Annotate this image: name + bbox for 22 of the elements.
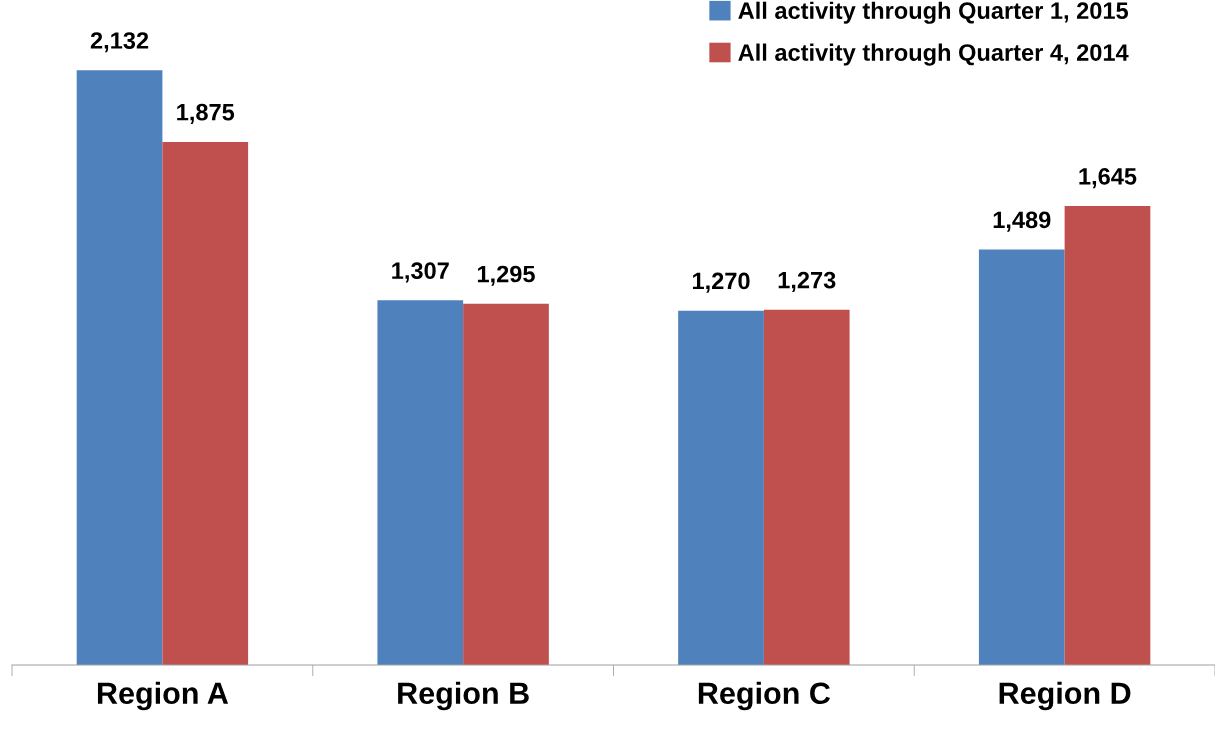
bar (76, 70, 163, 665)
bar (162, 141, 249, 665)
bar (463, 303, 549, 665)
x-tick-label: Region B (398, 681, 529, 711)
bar (1064, 206, 1151, 665)
x-tick-label: Region A (97, 681, 229, 711)
data-label: 1,307 (392, 262, 449, 283)
legend-label: All activity through Quarter 1, 2015 (738, 1, 1129, 24)
bar (377, 300, 464, 665)
data-label: 1,875 (177, 103, 235, 124)
x-tick-label: Region C (698, 681, 831, 711)
bar (763, 309, 850, 665)
data-label: 1,489 (993, 211, 1051, 232)
data-label: 1,270 (692, 272, 750, 293)
legend-label: All activity through Quarter 4, 2014 (738, 43, 1129, 66)
bar (678, 310, 764, 665)
data-label: 1,273 (778, 271, 836, 292)
data-label: 2,132 (90, 32, 149, 53)
bar (978, 249, 1065, 665)
data-label: 1,645 (1079, 168, 1137, 189)
data-label: 1,295 (477, 265, 535, 286)
x-tick-label: Region D (999, 681, 1131, 711)
